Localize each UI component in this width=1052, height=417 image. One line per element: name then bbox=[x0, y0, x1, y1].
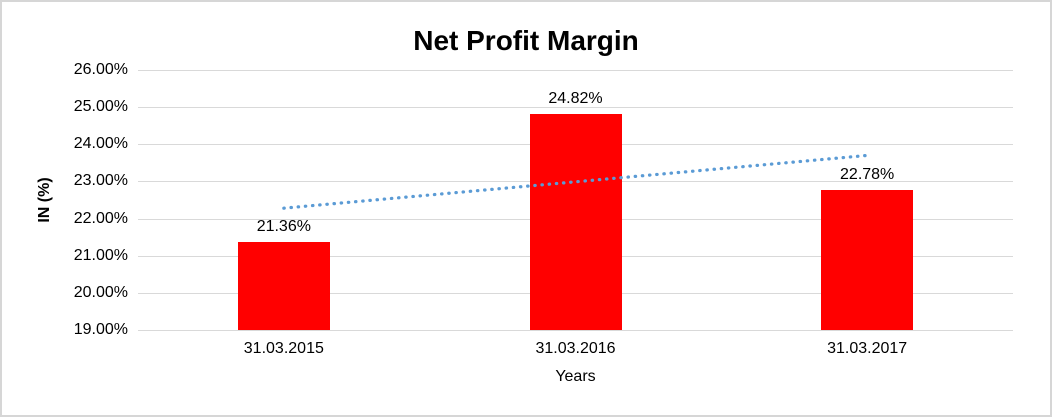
y-tick-label: 20.00% bbox=[73, 283, 128, 301]
plot-area: 21.36% 31.03.2015 24.82% 31.03.2016 22.78% 31… bbox=[138, 70, 1013, 357]
bar-value-label: 21.36% bbox=[256, 218, 311, 236]
x-tick-label: 31.03.2016 bbox=[535, 340, 616, 357]
bar bbox=[237, 242, 330, 330]
gridline bbox=[138, 70, 1013, 71]
gridline bbox=[138, 330, 1013, 331]
y-tick-label: 24.00% bbox=[73, 135, 128, 153]
trendline bbox=[282, 153, 869, 210]
bar-value-label: 22.78% bbox=[840, 165, 895, 183]
chart-title: Net Profit Margin bbox=[413, 25, 639, 56]
y-tick-label: 23.00% bbox=[73, 172, 128, 190]
bar bbox=[821, 189, 914, 330]
y-tick-label: 25.00% bbox=[73, 98, 128, 116]
x-tick-label: 31.03.2015 bbox=[243, 340, 324, 357]
bar bbox=[529, 113, 622, 330]
x-tick-label: 31.03.2017 bbox=[827, 340, 908, 357]
gridline bbox=[138, 107, 1013, 109]
bar-value-label: 24.82% bbox=[548, 89, 603, 107]
x-axis-title: Years bbox=[555, 368, 596, 385]
y-tick-label: 26.00% bbox=[73, 61, 128, 78]
y-tick-label: 22.00% bbox=[73, 209, 128, 227]
y-tick-label: 19.00% bbox=[73, 321, 128, 338]
y-tick-label: 21.00% bbox=[73, 246, 128, 264]
